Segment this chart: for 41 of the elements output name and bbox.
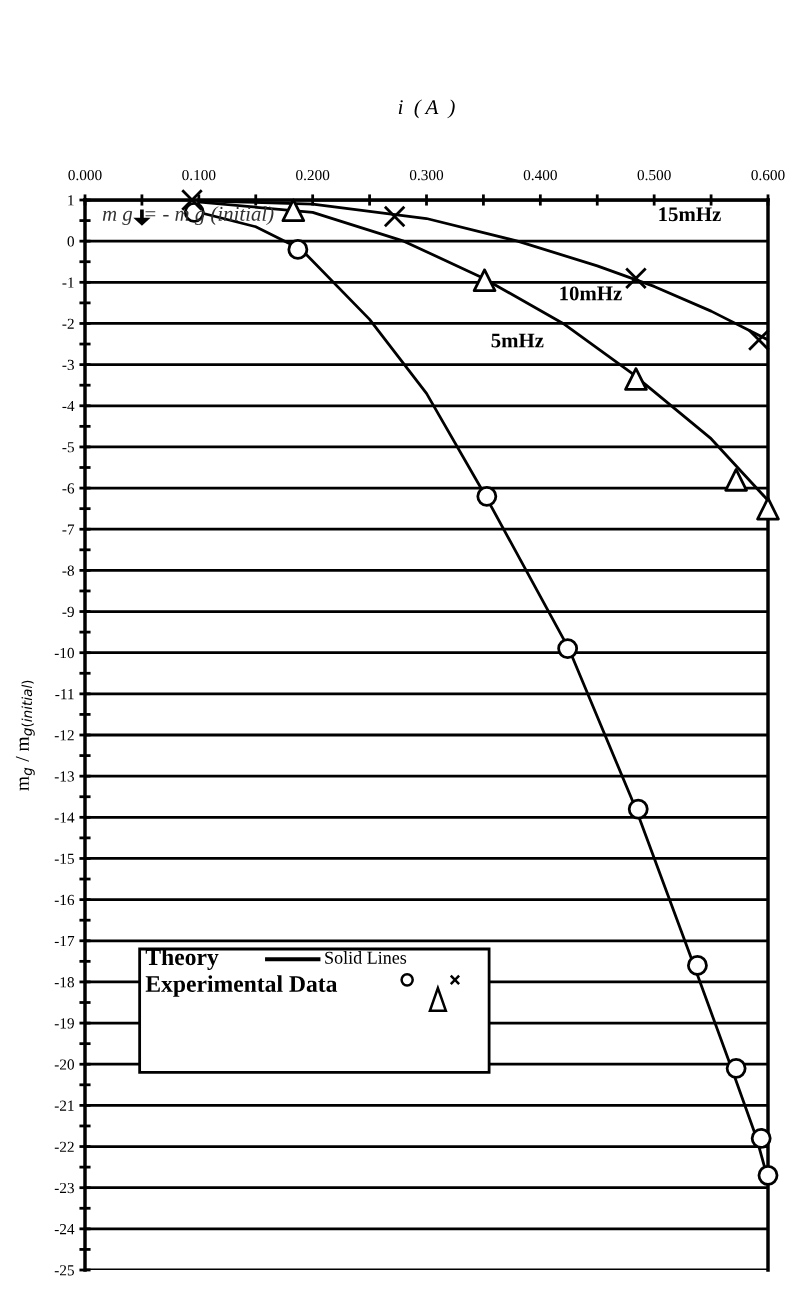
- x-tick-label: 0.500: [637, 169, 671, 181]
- annotation: 15mHz: [659, 207, 721, 222]
- y-tick-label: -3: [62, 359, 74, 371]
- y-tick-label: -21: [54, 1100, 74, 1111]
- y-tick-label: -9: [62, 606, 74, 617]
- y-tick-label: -11: [55, 689, 74, 700]
- y-tick-label: -7: [62, 524, 75, 535]
- y-tick-label: -14: [54, 812, 75, 823]
- y-tick-label: -15: [54, 853, 74, 864]
- y-tick-label: -2: [62, 318, 74, 329]
- y-axis-title: m$_{g}$ / m$_{g(initial)}$: [15, 680, 35, 791]
- y-tick-label: -20: [54, 1059, 74, 1070]
- y-tick-label: -10: [54, 647, 74, 659]
- y-tick-label: -1: [62, 277, 74, 288]
- y-tick-label: -6: [62, 483, 75, 494]
- x-tick-label: 0.100: [182, 169, 216, 181]
- y-tick-label: -19: [54, 1018, 74, 1029]
- x-tick-label: 0.000: [68, 169, 102, 181]
- y-tick-label: -17: [54, 935, 75, 947]
- x-tick-label: 0.400: [523, 169, 557, 181]
- x-tick-label: 0.600: [751, 169, 785, 181]
- annotation: Experimental Data: [145, 975, 338, 997]
- y-tick-label: -16: [54, 894, 75, 906]
- annotation: 10mHz: [560, 286, 622, 301]
- y-tick-label: 0: [67, 236, 74, 247]
- y-tick-label: -25: [54, 1265, 74, 1276]
- y-tick-label: -13: [54, 771, 74, 782]
- y-tick-label: -22: [54, 1141, 74, 1152]
- x-tick-label: 0.200: [296, 169, 330, 181]
- annotation: 5mHz: [491, 333, 544, 348]
- y-tick-label: -5: [62, 442, 74, 453]
- y-tick-label: 1: [68, 195, 74, 206]
- x-tick-label: 0.300: [409, 169, 444, 181]
- y-tick-label: -8: [62, 565, 74, 576]
- y-tick-label: -23: [54, 1182, 74, 1194]
- x-axis-title: i ( A ): [398, 99, 455, 119]
- y-tick-label: -18: [54, 977, 74, 988]
- y-tick-label: -12: [54, 730, 74, 741]
- annotation: Solid Lines: [325, 951, 407, 964]
- y-tick-label: -4: [62, 401, 75, 412]
- y-tick-label: -24: [54, 1224, 75, 1235]
